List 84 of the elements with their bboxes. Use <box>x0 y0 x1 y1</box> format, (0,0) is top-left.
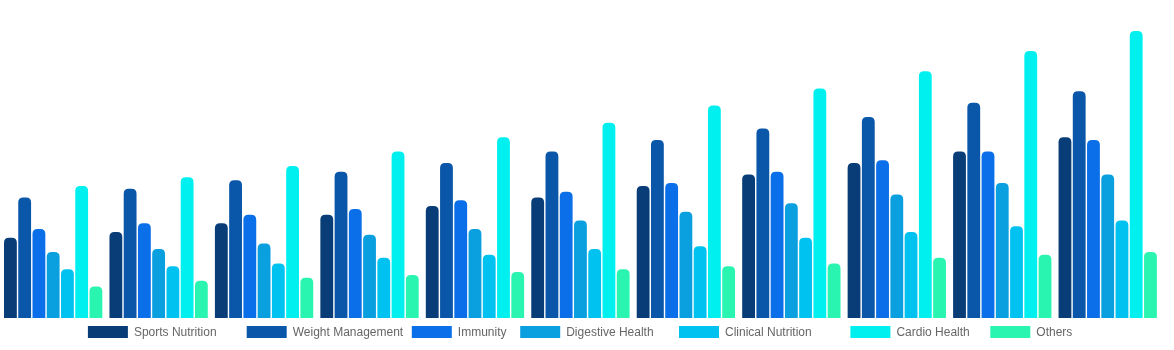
bar <box>440 163 453 318</box>
bar <box>1087 140 1100 318</box>
bar <box>981 151 995 318</box>
bar <box>363 234 376 318</box>
bar <box>214 223 228 318</box>
legend-label: Clinical Nutrition <box>725 325 812 339</box>
bar <box>1010 226 1023 318</box>
bar <box>827 263 841 318</box>
legend-label: Weight Management <box>292 325 404 339</box>
bar <box>861 117 875 318</box>
bar <box>468 229 482 318</box>
bar <box>482 254 496 318</box>
bar <box>257 243 271 318</box>
bar <box>18 197 32 318</box>
bar <box>918 71 932 318</box>
bar <box>348 208 362 318</box>
bar <box>545 151 559 318</box>
bar <box>194 280 208 318</box>
bar <box>391 151 405 318</box>
bar <box>847 163 861 318</box>
bar <box>876 160 889 318</box>
bar <box>46 251 60 318</box>
bar <box>1058 137 1072 318</box>
bar <box>454 200 468 318</box>
bar <box>707 105 721 318</box>
bar <box>152 249 166 318</box>
bar <box>784 203 798 318</box>
bar <box>1144 251 1157 318</box>
bar <box>109 231 123 318</box>
bar <box>967 102 981 318</box>
bar <box>1129 31 1143 318</box>
bar <box>933 257 946 318</box>
bar <box>377 257 391 318</box>
bar <box>511 272 525 318</box>
bar <box>904 231 918 318</box>
bar <box>679 211 693 318</box>
bar <box>756 128 770 318</box>
bar <box>636 185 650 318</box>
bar <box>722 266 736 318</box>
bar <box>650 140 664 318</box>
bar <box>574 220 587 318</box>
bar <box>271 263 285 318</box>
bar <box>1072 91 1086 318</box>
bar <box>1038 254 1052 318</box>
bar <box>995 183 1009 318</box>
legend-label: Immunity <box>457 325 507 339</box>
bar <box>286 165 299 318</box>
bar <box>405 274 419 318</box>
bar <box>61 269 74 318</box>
legend-label: Sports Nutrition <box>133 325 217 339</box>
bar <box>602 122 616 318</box>
bar <box>693 246 707 318</box>
bar <box>497 137 510 318</box>
bar <box>137 223 151 318</box>
bar <box>75 185 89 318</box>
bar <box>1101 174 1115 318</box>
bar <box>559 191 573 318</box>
bar <box>166 266 180 318</box>
bar <box>32 229 46 318</box>
bar <box>89 286 103 318</box>
bar <box>243 214 257 318</box>
bar <box>665 183 679 318</box>
bar <box>300 277 314 318</box>
bar <box>320 214 334 318</box>
bar <box>4 237 17 318</box>
bar <box>334 171 348 318</box>
legend-label: Cardio Health <box>896 325 970 339</box>
bar <box>229 180 242 318</box>
bar <box>742 174 756 318</box>
bar <box>953 151 966 318</box>
legend-label: Others <box>1036 325 1073 339</box>
bar <box>531 197 545 318</box>
bar <box>180 177 194 318</box>
bar <box>799 237 813 318</box>
bar <box>588 249 602 318</box>
bar <box>813 88 827 318</box>
bar <box>123 188 137 318</box>
bar <box>425 206 439 318</box>
bar <box>616 269 630 318</box>
legend-label: Digestive Health <box>566 325 654 339</box>
bar <box>1115 220 1129 318</box>
bar <box>890 194 904 318</box>
bar <box>770 171 784 318</box>
bar <box>1024 51 1038 318</box>
